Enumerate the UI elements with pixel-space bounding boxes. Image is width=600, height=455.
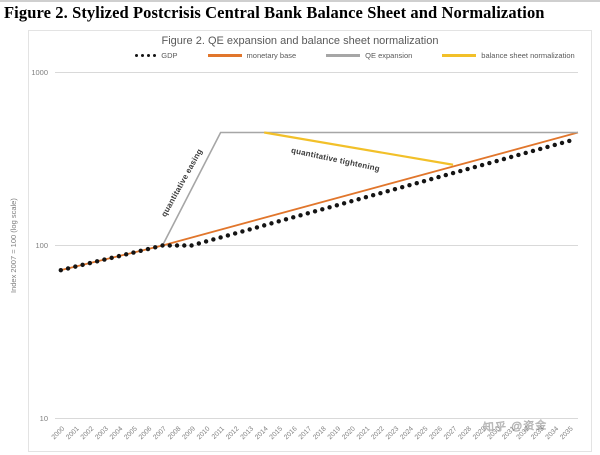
x-tick-label: 2011 [211, 425, 226, 440]
x-tick-label: 2017 [298, 425, 314, 441]
legend-label: QE expansion [365, 51, 413, 60]
x-tick-label: 2018 [312, 425, 328, 441]
x-tick-label: 2025 [414, 425, 430, 441]
x-tick-label: 2008 [167, 425, 183, 441]
series-balance-sheet-normalization [264, 131, 454, 166]
x-tick-label: 2019 [327, 425, 343, 441]
y-grid: 10 100 1000 [31, 68, 578, 423]
x-tick-label: 2027 [443, 425, 459, 441]
legend-item-monetary-base: monetary base [207, 51, 297, 60]
page-title: Figure 2. Stylized Postcrisis Central Ba… [4, 3, 545, 22]
legend-marker-balance-sheet-normalization [442, 54, 477, 57]
x-tick-label: 2035 [559, 425, 575, 441]
x-tick-label: 2003 [94, 425, 110, 441]
x-tick-label: 2014 [254, 425, 270, 441]
legend-label: balance sheet normalization [481, 51, 575, 60]
x-tick-label: 2034 [545, 425, 561, 441]
x-tick-label: 2026 [428, 425, 444, 441]
x-tick-label: 2002 [80, 425, 96, 441]
legend-item-gdp: GDP [135, 51, 178, 60]
x-tick-label: 2030 [486, 425, 502, 441]
x-tick-label: 2029 [472, 425, 488, 441]
x-tick-label: 2012 [225, 425, 241, 441]
x-tick-label: 2000 [51, 425, 67, 441]
legend-label: monetary base [246, 51, 297, 60]
x-tick-label: 2013 [239, 425, 255, 441]
x-tick-label: 2016 [283, 425, 299, 441]
x-tick-label: 2020 [341, 425, 357, 441]
y-tick-label: 1000 [31, 68, 48, 77]
legend-marker-gdp [135, 54, 157, 57]
x-tick-label: 2006 [138, 425, 154, 441]
legend-marker-qe-expansion [326, 54, 361, 57]
top-strip [0, 0, 600, 2]
x-tick-label: 2031 [501, 425, 517, 441]
x-tick-label: 2021 [356, 425, 372, 441]
y-axis-title: Index 2007 = 100 (log scale) [9, 198, 18, 293]
y-tick-label: 10 [40, 414, 48, 423]
x-tick-label: 2028 [457, 425, 473, 441]
legend: GDP monetary base QE expansion balance shee… [120, 51, 590, 60]
x-tick-label: 2022 [370, 425, 386, 441]
series-qe-expansion [161, 131, 578, 246]
chart-title: Figure 2. QE expansion and balance sheet… [161, 35, 439, 47]
x-tick-label: 2032 [515, 425, 531, 441]
x-tick-label: 2005 [123, 425, 139, 441]
x-tick-label: 2024 [399, 425, 415, 441]
x-tick-labels: 2000200120022003200420052006200720082009… [51, 425, 575, 441]
legend-label: GDP [161, 51, 178, 60]
legend-marker-monetary-base [207, 54, 242, 57]
legend-item-qe-expansion: QE expansion [326, 51, 412, 60]
x-tick-label: 2023 [385, 425, 401, 441]
x-tick-label: 2001 [65, 425, 81, 441]
y-tick-label: 100 [35, 241, 48, 250]
chart-card [28, 30, 592, 452]
x-tick-label: 2007 [152, 425, 168, 441]
legend-item-balance-sheet-normalization: balance sheet normalization [442, 51, 575, 60]
x-tick-label: 2015 [268, 425, 284, 441]
x-tick-label: 2009 [181, 425, 197, 441]
x-tick-label: 2004 [109, 425, 125, 441]
x-tick-label: 2033 [530, 425, 546, 441]
series-gdp [58, 138, 572, 273]
x-tick-label: 2010 [196, 425, 212, 441]
